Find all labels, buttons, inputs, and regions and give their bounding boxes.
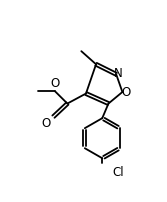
Text: Cl: Cl <box>112 166 124 179</box>
Text: O: O <box>50 77 60 90</box>
Text: O: O <box>42 117 51 130</box>
Text: N: N <box>114 67 123 80</box>
Text: O: O <box>122 85 131 99</box>
